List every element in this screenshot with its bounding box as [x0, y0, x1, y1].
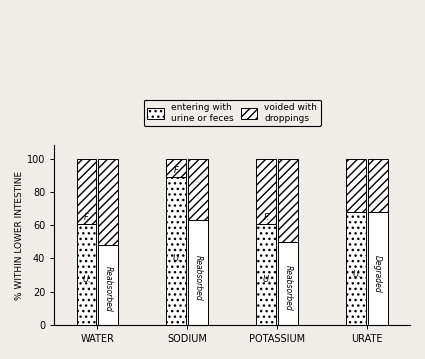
Text: Reabsorbed: Reabsorbed [193, 255, 203, 301]
Bar [167, 177, 186, 325]
Legend: entering with
urine or feces, voided with
droppings: entering with urine or feces, voided wit… [144, 99, 320, 126]
Text: Degraded: Degraded [373, 255, 382, 293]
Bar [346, 212, 366, 325]
Text: F.: F. [264, 213, 270, 222]
Text: F.: F. [84, 213, 91, 222]
Text: Reabsorbed: Reabsorbed [283, 265, 292, 311]
Text: U.: U. [173, 254, 181, 263]
Bar [167, 159, 186, 177]
Text: U.: U. [352, 270, 361, 279]
Bar [98, 245, 118, 325]
Bar [278, 159, 298, 242]
Bar [368, 159, 388, 212]
Bar [256, 159, 276, 224]
Bar [278, 242, 298, 325]
Text: U.: U. [83, 275, 92, 284]
Bar [98, 159, 118, 245]
Bar [76, 159, 96, 224]
Bar [76, 224, 96, 325]
Bar [188, 159, 208, 220]
Text: U.: U. [263, 275, 272, 284]
Text: Reabsorbed: Reabsorbed [104, 266, 113, 312]
Bar [256, 224, 276, 325]
Bar [368, 212, 388, 325]
Bar [188, 220, 208, 325]
Y-axis label: % WITHIN LOWER INTESTINE: % WITHIN LOWER INTESTINE [15, 171, 24, 300]
Text: F.: F. [174, 166, 180, 175]
Bar [346, 159, 366, 212]
